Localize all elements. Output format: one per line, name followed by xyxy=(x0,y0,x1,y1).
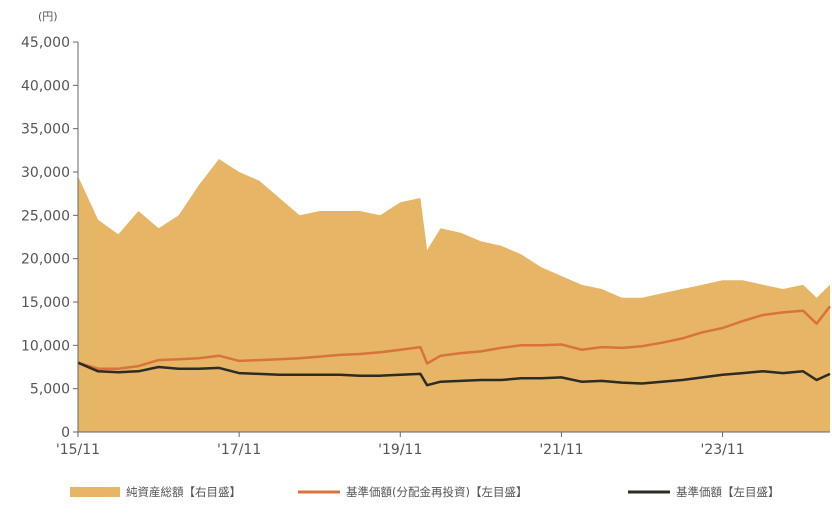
legend-label: 純資産総額【右目盛】 xyxy=(126,485,241,499)
y-tick-label: 45,000 xyxy=(21,35,70,51)
legend-item-nav: 基準価額【左目盛】 xyxy=(628,485,780,499)
legend-swatch-area xyxy=(70,487,120,497)
series-area-net-assets xyxy=(78,159,830,432)
x-tick-label: '21/11 xyxy=(539,442,583,458)
x-tick-label: '19/11 xyxy=(378,442,422,458)
legend-item-net-assets: 純資産総額【右目盛】 xyxy=(70,485,241,499)
y-tick-label: 20,000 xyxy=(21,252,70,268)
y-tick-label: 15,000 xyxy=(21,295,70,311)
y-tick-label: 10,000 xyxy=(21,338,70,354)
y-tick-label: 30,000 xyxy=(21,165,70,181)
area-layer xyxy=(78,159,830,432)
axes-layer: 45,000 40,000 35,000 30,000 25,000 20,000 15,0… xyxy=(21,35,830,458)
y-tick-label: 25,000 xyxy=(21,208,70,224)
y-tick-label: 0 xyxy=(61,425,70,441)
series-line-nav xyxy=(77,361,831,387)
y-tick-label: 5,000 xyxy=(30,382,70,398)
y-tick-label: 35,000 xyxy=(21,122,70,138)
line-layer xyxy=(77,305,831,387)
series-line-reinvested-nav xyxy=(77,305,831,370)
x-tick-label: '15/11 xyxy=(56,442,100,458)
y-tick-label: 40,000 xyxy=(21,78,70,94)
legend: 純資産総額【右目盛】 基準価額(分配金再投資)【左目盛】 基準価額【左目盛】 xyxy=(70,485,780,499)
legend-item-reinvested-nav: 基準価額(分配金再投資)【左目盛】 xyxy=(298,485,527,499)
legend-label: 基準価額(分配金再投資)【左目盛】 xyxy=(346,485,527,499)
x-tick-label: '17/11 xyxy=(217,442,261,458)
y-unit-label: (円) xyxy=(38,10,58,23)
x-tick-label: '23/11 xyxy=(700,442,744,458)
legend-label: 基準価額【左目盛】 xyxy=(676,485,780,499)
